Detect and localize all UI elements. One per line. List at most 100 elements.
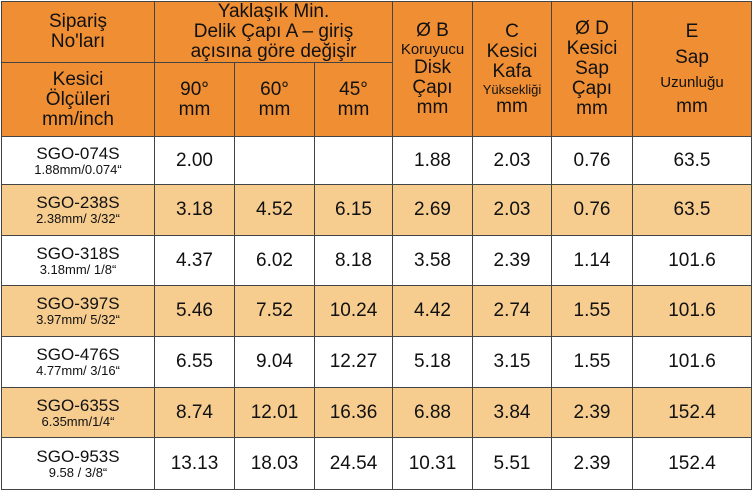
angle-60-unit: mm [258, 98, 291, 120]
disk-diameter-value: 10.31 [392, 437, 473, 490]
row-code-cell: SGO-318S 3.18mm/ 1/8“ [1, 235, 155, 286]
hole-dia-line-2: Delik Çapı A – giriş [193, 21, 354, 42]
col-b-line-2: Koruyucu [400, 40, 465, 58]
table-row: SGO-476S 4.77mm/ 3/16“ 6.55 9.04 12.27 5.… [1, 336, 752, 388]
angle-90-header: 90° mm [154, 62, 235, 137]
shank-length-value: 63.5 [632, 184, 752, 236]
head-height-value: 3.15 [472, 336, 552, 388]
disk-diameter-value: 1.88 [392, 136, 473, 185]
part-size: 3.18mm/ 1/8“ [39, 261, 117, 277]
col-c-line-3: Kafa [492, 60, 532, 82]
part-code: SGO-397S [36, 294, 120, 313]
col-c-line-4: Yüksekliği [482, 81, 542, 97]
hole-45-value: 10.24 [314, 285, 393, 337]
part-code: SGO-635S [36, 395, 120, 415]
disk-diameter-value: 3.58 [392, 235, 473, 286]
hole-60-value: 4.52 [234, 184, 315, 236]
part-size: 6.35mm/1/4“ [41, 413, 115, 429]
hole-dia-line-3: açısına göre değişir [190, 41, 357, 62]
hole-diameter-header: Yaklaşık Min. Delik Çapı A – giriş açısı… [154, 1, 393, 63]
shank-length-value: 152.4 [632, 387, 752, 438]
head-height-value: 5.51 [472, 437, 552, 490]
hole-45-value: 6.15 [314, 184, 393, 236]
hole-60-value: 7.52 [234, 285, 315, 337]
table-row: SGO-953S 9.58 / 3/8“ 13.13 18.03 24.54 10… [1, 437, 752, 490]
col-e-unit: mm [676, 95, 708, 117]
shank-length-value: 101.6 [632, 336, 752, 388]
hole-45-value: 12.27 [314, 336, 393, 388]
part-code: SGO-074S [36, 143, 120, 163]
shank-length-value: 152.4 [632, 437, 752, 490]
hole-60-value: 9.04 [234, 336, 315, 388]
hole-45-value: 8.18 [314, 235, 393, 286]
col-d-line-4: Çapı [571, 78, 613, 99]
hole-90-value: 4.37 [154, 235, 235, 286]
col-b-unit: mm [416, 96, 449, 118]
angle-90-unit: mm [178, 98, 211, 120]
hole-90-value: 8.74 [154, 387, 235, 438]
col-d-unit: mm [576, 98, 608, 119]
row-code-cell: SGO-397S 3.97mm/ 5/32“ [1, 285, 155, 337]
col-c-symbol: C [505, 20, 519, 42]
col-b-header: Ø B Koruyucu Disk Çapı mm [392, 1, 473, 137]
shank-diameter-value: 1.55 [551, 336, 633, 388]
head-height-value: 2.39 [472, 235, 552, 286]
hole-90-value: 3.18 [154, 184, 235, 236]
shank-diameter-value: 0.76 [551, 184, 633, 236]
table-row: SGO-635S 6.35mm/1/4“ 8.74 12.01 16.36 6.8… [1, 387, 752, 438]
part-size: 9.58 / 3/8“ [48, 464, 108, 480]
hole-dia-line-1: Yaklaşık Min. [217, 1, 330, 22]
col-b-line-3: Disk [414, 56, 451, 78]
part-size: 1.88mm/0.074“ [34, 161, 122, 177]
col-c-line-2: Kesici [486, 40, 538, 62]
angle-60-label: 60° [260, 78, 289, 100]
hole-90-value: 13.13 [154, 437, 235, 490]
hole-45-value: 24.54 [314, 437, 393, 490]
shank-diameter-value: 1.55 [551, 285, 633, 337]
col-d-line-3: Sap [575, 58, 609, 79]
angle-60-header: 60° mm [234, 62, 315, 137]
shank-length-value: 101.6 [632, 235, 752, 286]
shank-diameter-value: 2.39 [551, 437, 633, 490]
head-height-value: 3.84 [472, 387, 552, 438]
col-d-line-2: Kesici [566, 38, 618, 59]
shank-diameter-value: 1.14 [551, 235, 633, 286]
col-d-header: Ø D Kesici Sap Çapı mm [551, 1, 633, 137]
row-code-cell: SGO-074S 1.88mm/0.074“ [1, 136, 155, 185]
hole-60-value: 6.02 [234, 235, 315, 286]
hole-90-value: 2.00 [154, 136, 235, 185]
hole-45-value: 16.36 [314, 387, 393, 438]
shank-length-value: 101.6 [632, 285, 752, 337]
cutter-size-line-1: Kesici [52, 68, 104, 90]
head-height-value: 2.74 [472, 285, 552, 337]
cutter-size-line-3: mm/inch [42, 108, 114, 130]
disk-diameter-value: 6.88 [392, 387, 473, 438]
disk-diameter-value: 2.69 [392, 184, 473, 236]
hole-60-value [234, 136, 315, 185]
angle-45-unit: mm [337, 98, 370, 120]
part-size: 4.77mm/ 3/16“ [36, 363, 120, 378]
part-code: SGO-953S [36, 446, 120, 466]
row-code-cell: SGO-238S 2.38mm/ 3/32“ [1, 184, 155, 236]
part-code: SGO-238S [36, 193, 120, 212]
head-height-value: 2.03 [472, 136, 552, 185]
part-size: 2.38mm/ 3/32“ [36, 211, 120, 226]
angle-45-label: 45° [339, 78, 368, 100]
head-height-value: 2.03 [472, 184, 552, 236]
order-no-line-2: No'ları [50, 31, 106, 52]
hole-60-value: 18.03 [234, 437, 315, 490]
col-b-line-4: Çapı [412, 76, 453, 98]
part-size: 3.97mm/ 5/32“ [36, 312, 120, 327]
hole-60-value: 12.01 [234, 387, 315, 438]
cutter-size-header: Kesici Ölçüleri mm/inch [1, 62, 155, 137]
row-code-cell: SGO-635S 6.35mm/1/4“ [1, 387, 155, 438]
table-row: SGO-318S 3.18mm/ 1/8“ 4.37 6.02 8.18 3.58… [1, 235, 752, 286]
hole-45-value [314, 136, 393, 185]
shank-diameter-value: 0.76 [551, 136, 633, 185]
disk-diameter-value: 5.18 [392, 336, 473, 388]
table-row: SGO-397S 3.97mm/ 5/32“ 5.46 7.52 10.24 4.… [1, 285, 752, 337]
col-c-unit: mm [496, 95, 528, 117]
order-no-header: Sipariş No'ları [1, 1, 155, 63]
col-e-header: E Sap Uzunluğu mm [632, 1, 752, 137]
